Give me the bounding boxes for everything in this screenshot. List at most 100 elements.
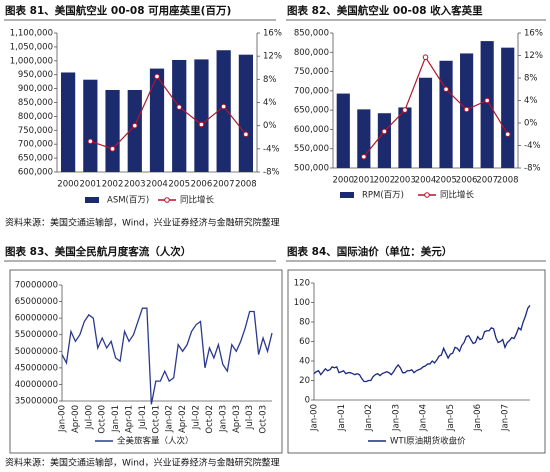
bar [172,59,187,172]
line [61,307,273,405]
y-tick-label: 850,000 [18,98,53,108]
y-tick-label: 800,000 [294,48,329,58]
y-tick-label: 700,000 [294,86,329,96]
chart-title: 图表 82、美国航空业 00-08 收入客英里 [287,4,483,17]
line-marker [154,73,160,80]
x-tick-label: 2007 [213,180,235,190]
y-tick-label: 20 [299,376,310,386]
x-tick-label: Jan-03 [391,404,401,432]
y-tick-label: 600,000 [294,125,329,135]
x-tick-label: Jan-00 [310,404,320,432]
y-tick-label: 650,000 [18,154,53,164]
y-tick-label: 55000000 [15,330,58,340]
legend-swatch [85,197,99,203]
x-tick-label: 2001 [80,180,102,190]
x-tick-label: 2006 [456,176,478,186]
y-tick-label: 1,100,000 [10,29,53,39]
y-tick-label: 60000000 [15,314,58,324]
x-tick-label: Apr-03 [232,405,242,433]
y2-tick-label: -8% [263,168,280,178]
x-tick-label: 2006 [191,180,213,190]
x-tick-label: Jan-03 [218,405,228,433]
x-tick-label: 2003 [124,180,146,190]
legend-label: WTI原油期货收盘价 [390,436,466,447]
chart-title: 图表 84、国际油价（单位：美元） [287,245,452,258]
x-tick-label: Jan-01 [111,405,121,433]
x-tick-label: Jul-03 [245,405,255,430]
x-tick-label: 2005 [168,180,190,190]
bar [480,41,494,168]
y-tick-label: 65000000 [15,297,58,307]
x-tick-label: Apr-01 [125,405,135,433]
bar [105,89,120,172]
y-tick-label: 750,000 [294,67,329,77]
y-tick-label: 0 [305,396,310,406]
bar [501,47,515,168]
y2-tick-label: -4% [524,141,541,151]
y-tick-label: 70000000 [15,281,58,291]
y2-tick-label: -4% [263,144,280,154]
line-marker [381,128,388,135]
line-marker [198,121,205,128]
x-tick-label: 2002 [102,180,124,190]
y-tick-label: 40000000 [15,380,58,390]
chart-title: 图表 81、美国航空业 00-08 可用座英里(百万) [5,4,231,17]
x-tick-label: Jul-02 [192,405,202,430]
x-tick-label: Jan-05 [446,404,456,432]
x-tick-label: 2008 [497,176,519,186]
y2-tick-label: 16% [263,29,282,39]
y-tick-label: 120 [294,279,310,289]
y-tick-label: 750,000 [18,126,53,136]
line-marker [361,153,367,160]
x-tick-label: Oct-03 [259,405,269,434]
x-tick-label: 2005 [435,176,457,186]
x-tick-label: Jan-02 [364,404,374,432]
x-tick-label: Oct-00 [98,405,108,434]
legend-label: 全美旅客量（人次） [117,436,194,447]
y-tick-label: 1,000,000 [10,56,53,66]
x-tick-label: Jan-01 [337,404,347,432]
y-tick-label: 40 [299,357,310,367]
y-tick-label: 850,000 [294,29,329,39]
y-tick-label: 600,000 [18,168,53,178]
x-tick-label: Oct-02 [205,405,215,434]
line-marker [443,86,449,93]
y-tick-label: 45000000 [15,363,58,373]
y-tick-label: 550,000 [294,144,329,154]
x-tick-label: Oct-01 [151,405,161,434]
x-tick-label: 2007 [476,176,498,186]
x-tick-label: Jan-00 [58,405,68,433]
x-tick-label: Jan-02 [165,405,175,433]
chart-frame [9,269,283,454]
y-tick-label: 500,000 [294,164,329,174]
line-marker [484,97,490,104]
y-tick-label: 800,000 [18,112,53,122]
y2-tick-label: 4% [263,98,277,108]
y2-tick-label: 4% [524,96,538,106]
line-marker [463,106,470,113]
x-tick-label: 2004 [415,176,437,186]
line-marker [176,104,183,110]
bar [216,50,231,172]
bar [439,60,453,169]
x-tick-label: 2008 [235,180,257,190]
y-tick-label: 60 [299,337,310,347]
x-tick-label: Jul-01 [138,405,148,430]
legend-marker [164,197,170,203]
y-tick-label: 1,050,000 [10,42,53,52]
x-tick-label: 2000 [332,176,354,186]
x-tick-label: 2001 [353,176,375,186]
bar [336,93,350,168]
x-tick-label: Jan-04 [419,404,429,432]
x-tick-label: Apr-02 [178,405,188,433]
y-tick-label: 900,000 [18,84,53,94]
y2-tick-label: 8% [263,75,277,85]
line-marker [220,103,227,110]
line [313,305,531,383]
legend-label: 同比增长 [180,195,215,206]
legend-label: RPM(百万) [362,191,404,201]
y2-tick-label: 0% [263,121,277,131]
y2-tick-label: -8% [524,164,541,174]
legend-label: 同比增长 [440,190,475,201]
